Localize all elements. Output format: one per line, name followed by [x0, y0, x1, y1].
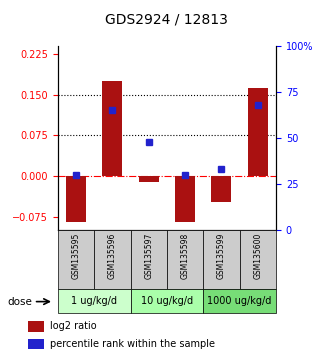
Text: 10 ug/kg/d: 10 ug/kg/d	[141, 296, 193, 306]
Text: GSM135596: GSM135596	[108, 233, 117, 279]
Text: GSM135600: GSM135600	[253, 233, 262, 279]
Bar	[240, 230, 276, 289]
Text: GSM135595: GSM135595	[72, 233, 81, 279]
Bar	[28, 321, 44, 332]
Text: GDS2924 / 12813: GDS2924 / 12813	[106, 12, 228, 27]
Text: log2 ratio: log2 ratio	[50, 321, 97, 331]
Text: 1000 ug/kg/d: 1000 ug/kg/d	[207, 296, 272, 306]
Bar	[28, 339, 44, 349]
Bar	[175, 176, 195, 222]
Bar	[131, 289, 203, 313]
Bar	[94, 230, 131, 289]
Text: GSM135599: GSM135599	[217, 233, 226, 279]
Text: 1 ug/kg/d: 1 ug/kg/d	[71, 296, 117, 306]
Text: GSM135598: GSM135598	[181, 233, 190, 279]
Text: GSM135597: GSM135597	[144, 233, 153, 279]
Bar	[66, 176, 86, 222]
Bar	[203, 289, 276, 313]
Bar	[248, 88, 268, 176]
Bar	[58, 289, 131, 313]
Bar	[203, 230, 240, 289]
Bar	[167, 230, 203, 289]
Bar	[212, 176, 231, 202]
Bar	[58, 230, 94, 289]
Text: dose: dose	[7, 297, 32, 307]
Bar	[131, 230, 167, 289]
Bar	[139, 176, 159, 182]
Text: percentile rank within the sample: percentile rank within the sample	[50, 339, 215, 349]
Bar	[102, 81, 122, 176]
